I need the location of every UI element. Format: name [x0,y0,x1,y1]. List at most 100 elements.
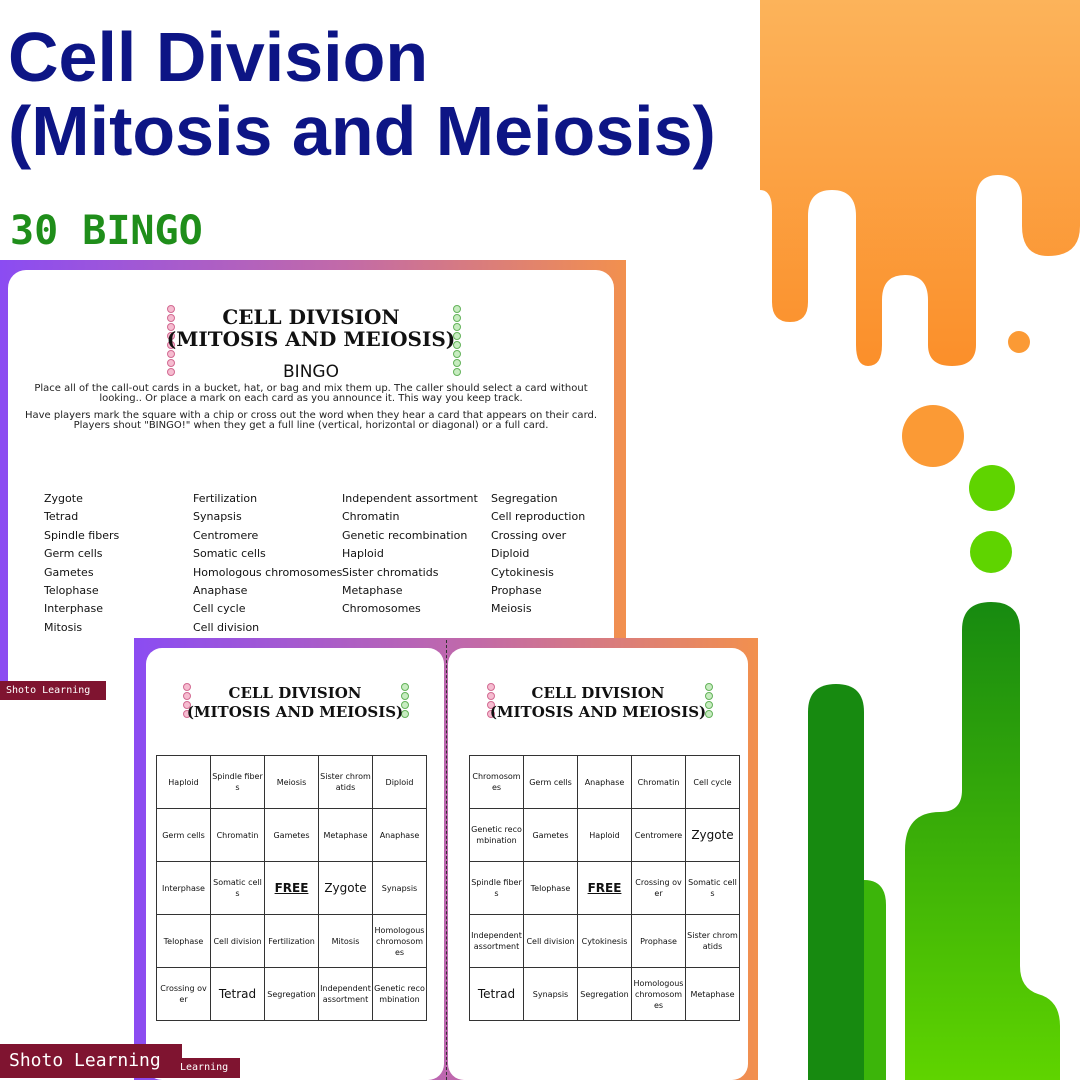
bingo-cell: Independent assortment [469,914,524,968]
bingo-cell: Tetrad [210,967,265,1021]
call-out-word: Crossing over [491,528,567,542]
cell-chain-green-icon [452,304,462,377]
call-out-word: Synapsis [193,510,242,524]
bingo-cell: Spindle fibers [210,755,265,809]
instructions-paragraph-2: Have players mark the square with a chip… [24,410,598,431]
call-out-word: Cell cycle [193,602,246,616]
call-out-word: Metaphase [342,583,403,597]
call-out-word: Haploid [342,547,384,561]
bingo-cell: Homologous chromosomes [631,967,686,1021]
call-out-word: Cell division [193,620,260,634]
bingo-row: Spindle fibers Telophase FREE Crossing over… [469,861,740,915]
call-out-word: Independent assortment [342,492,478,505]
bingo-row: Tetrad Synapsis Segregation Homologous chro… [469,967,740,1021]
cell-chain-green-icon [704,682,714,719]
free-space: FREE [264,861,319,915]
card-heading-line-2: (MITOSIS AND MEIOSIS) [489,703,707,721]
call-out-word: Mitosis [44,620,83,634]
bingo-cell: Prophase [631,914,686,968]
page-title: Cell Division (Mitosis and Meiosis) [8,20,716,168]
subtitle: 30 BINGO [10,208,203,254]
bingo-row: Haploid Spindle fibers Meiosis Sister chrom… [156,755,427,809]
call-out-word: Homologous chromosomes [193,565,343,579]
call-out-word: Zygote [44,492,83,505]
bingo-row: Genetic recombination Gametes Haploid Centr… [469,808,740,862]
bingo-cell: Gametes [523,808,578,862]
brand-label-large: Shoto Learning [0,1044,182,1078]
call-out-word: Chromatin [342,510,400,524]
bingo-row: Chromosomes Germ cells Anaphase Chromatin Ce… [469,755,740,809]
bingo-row: Telophase Cell division Fertilization Mitos… [156,914,427,968]
instructions-heading: CELL DIVISION (MITOSIS AND MEIOSIS) [8,306,614,350]
bingo-cell: Mitosis [318,914,373,968]
call-out-word: Sister chromatids [342,565,439,579]
bingo-cell: Chromosomes [469,755,524,809]
bingo-cell: Tetrad [469,967,524,1021]
bingo-cell: Anaphase [577,755,632,809]
bingo-cell: Germ cells [156,808,211,862]
cell-chain-pink-icon [486,682,496,719]
bingo-row: Independent assortment Cell division Cytok… [469,914,740,968]
bingo-cell: Crossing over [631,861,686,915]
call-out-word: Genetic recombination [342,528,468,542]
orange-drip-shape [760,0,1080,366]
call-out-word: Segregation [491,492,558,505]
bingo-cell: Metaphase [318,808,373,862]
bingo-cell: Spindle fibers [469,861,524,915]
call-out-word: Spindle fibers [44,528,120,542]
call-out-word: Cell reproduction [491,510,586,524]
call-out-word: Somatic cells [193,547,266,561]
bingo-cell: Synapsis [523,967,578,1021]
call-out-word: Diploid [491,547,530,561]
bingo-cell: Zygote [685,808,740,862]
call-out-word: Tetrad [44,510,79,524]
bingo-cell: Segregation [264,967,319,1021]
bingo-cell: Anaphase [372,808,427,862]
call-out-word: Cytokinesis [491,565,554,579]
bingo-cell: Sister chromatids [685,914,740,968]
cut-line [446,640,447,1080]
call-out-word: Germ cells [44,547,103,561]
call-out-word [491,621,611,639]
bingo-cell: Sister chromatids [318,755,373,809]
call-out-word: Chromosomes [342,602,421,616]
bingo-card-1: CELL DIVISION (MITOSIS AND MEIOSIS) Hapl… [146,648,444,1080]
bingo-cell: Segregation [577,967,632,1021]
bingo-cell: Chromatin [631,755,686,809]
bingo-cell: Gametes [264,808,319,862]
call-out-word: Fertilization [193,492,258,505]
bingo-cell: Cytokinesis [577,914,632,968]
bingo-cell: Synapsis [372,861,427,915]
bingo-cell: Meiosis [264,755,319,809]
bingo-cell: Interphase [156,861,211,915]
bingo-cell: Cell division [523,914,578,968]
bingo-cell: Diploid [372,755,427,809]
title-line-1: Cell Division [8,18,429,96]
free-space: FREE [577,861,632,915]
instructions-paragraph-1: Place all of the call-out cards in a buc… [34,383,588,404]
cell-chain-pink-icon [182,682,192,719]
bingo-cell: Genetic recombination [469,808,524,862]
cell-chain-pink-icon [166,304,176,377]
title-line-2: (Mitosis and Meiosis) [8,92,716,170]
green-drop [970,531,1012,573]
call-out-word: Centromere [193,528,259,542]
instructions-page: CELL DIVISION (MITOSIS AND MEIOSIS) BING… [8,270,614,700]
bingo-cell: Cell division [210,914,265,968]
call-out-word: Meiosis [491,602,532,616]
bingo-card-2: CELL DIVISION (MITOSIS AND MEIOSIS) Chro… [448,648,748,1080]
bingo-row: Crossing over Tetrad Segregation Independen… [156,967,427,1021]
bingo-grid: Chromosomes Germ cells Anaphase Chromatin Ce… [469,755,740,1021]
brand-label-tail: Learning [178,1058,240,1078]
card-heading: CELL DIVISION (MITOSIS AND MEIOSIS) [146,684,444,722]
cell-chain-green-icon [400,682,410,719]
green-shape [864,880,886,1080]
bingo-cell: Somatic cells [210,861,265,915]
bingo-cell: Haploid [156,755,211,809]
bingo-cell: Zygote [318,861,373,915]
call-out-word-list: Zygote Fertilization Independent assortmen… [44,492,611,639]
call-out-word: Prophase [491,583,542,597]
bingo-cell: Genetic recombination [372,967,427,1021]
bingo-cell: Crossing over [156,967,211,1021]
call-out-word: Gametes [44,565,94,579]
